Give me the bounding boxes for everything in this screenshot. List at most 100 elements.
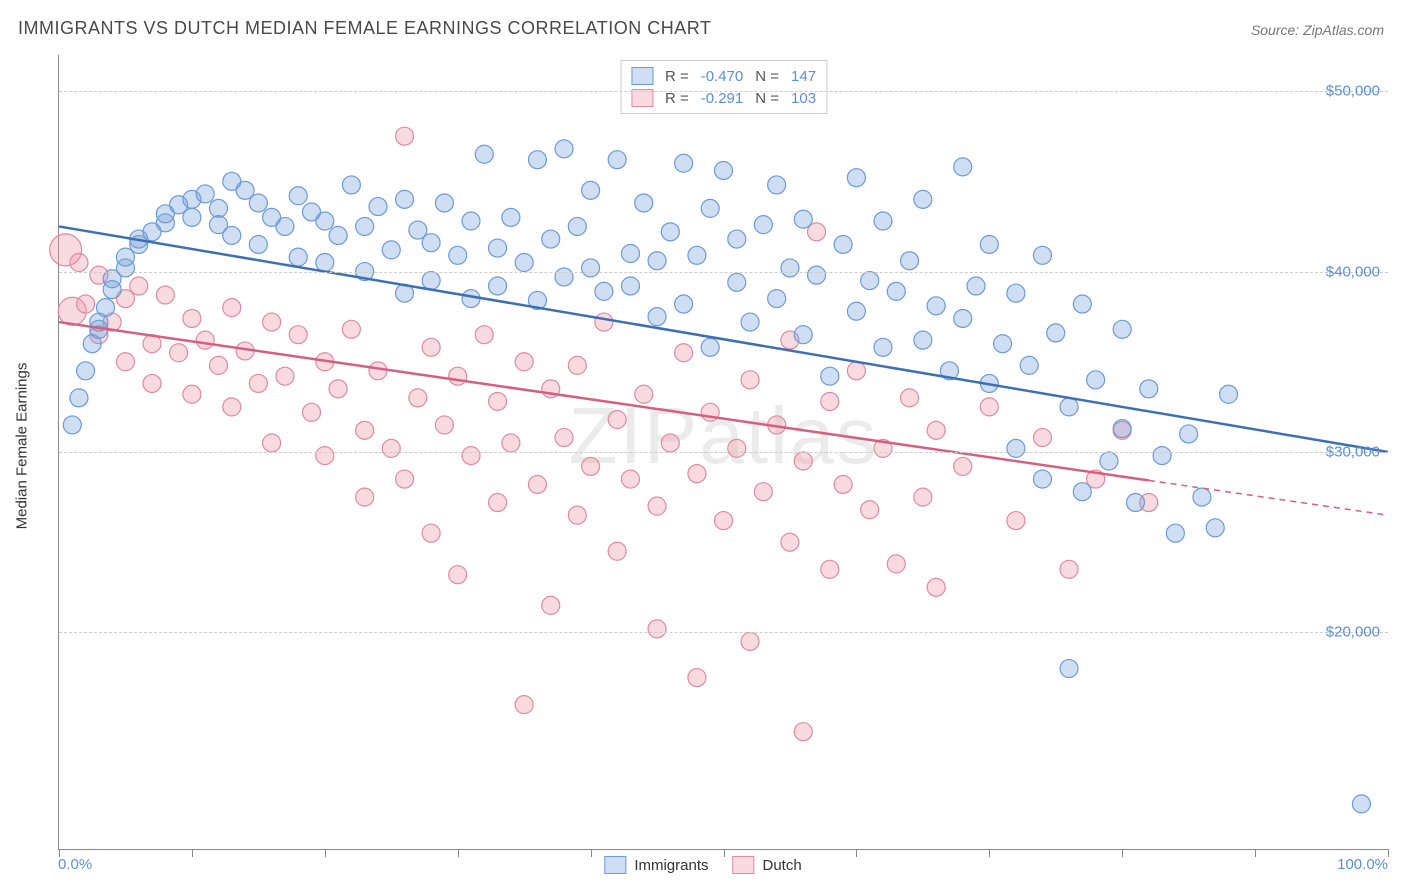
x-tick	[1255, 849, 1256, 857]
y-tick-label: $20,000	[1326, 624, 1380, 641]
point-immigrants	[914, 190, 932, 208]
point-immigrants	[847, 302, 865, 320]
point-dutch	[715, 512, 733, 530]
point-dutch	[794, 452, 812, 470]
legend-item-immigrants: Immigrants	[604, 856, 708, 874]
point-immigrants	[382, 241, 400, 259]
point-immigrants	[701, 338, 719, 356]
point-dutch	[422, 524, 440, 542]
point-immigrants	[475, 145, 493, 163]
legend-label: Dutch	[763, 857, 802, 874]
point-dutch	[396, 127, 414, 145]
swatch-immigrants	[631, 67, 653, 85]
point-immigrants	[728, 273, 746, 291]
point-immigrants	[821, 367, 839, 385]
point-dutch	[688, 465, 706, 483]
point-immigrants	[462, 212, 480, 230]
point-immigrants	[847, 169, 865, 187]
point-immigrants	[1073, 483, 1091, 501]
point-immigrants	[1153, 447, 1171, 465]
point-dutch	[688, 669, 706, 687]
point-immigrants	[608, 151, 626, 169]
point-dutch	[648, 497, 666, 515]
trendline-extrapolated	[1149, 480, 1388, 515]
point-dutch	[183, 385, 201, 403]
point-dutch	[449, 367, 467, 385]
point-dutch	[608, 411, 626, 429]
point-dutch	[741, 632, 759, 650]
point-dutch	[409, 389, 427, 407]
point-immigrants	[1007, 284, 1025, 302]
point-immigrants	[369, 198, 387, 216]
point-dutch	[608, 542, 626, 560]
point-immigrants	[994, 335, 1012, 353]
point-dutch	[834, 475, 852, 493]
point-immigrants	[342, 176, 360, 194]
point-dutch	[515, 696, 533, 714]
point-dutch	[489, 494, 507, 512]
point-dutch	[821, 392, 839, 410]
point-dutch	[741, 371, 759, 389]
point-immigrants	[515, 254, 533, 272]
gridline	[59, 91, 1388, 92]
point-dutch	[954, 457, 972, 475]
point-immigrants	[675, 295, 693, 313]
point-dutch	[621, 470, 639, 488]
point-immigrants	[97, 299, 115, 317]
point-dutch	[249, 374, 267, 392]
x-tick	[325, 849, 326, 857]
gridline	[59, 452, 1388, 453]
point-immigrants	[901, 252, 919, 270]
point-dutch	[342, 320, 360, 338]
point-immigrants	[1113, 420, 1131, 438]
point-dutch	[396, 470, 414, 488]
point-immigrants	[595, 282, 613, 300]
point-dutch	[781, 533, 799, 551]
point-immigrants	[196, 185, 214, 203]
point-dutch	[568, 506, 586, 524]
point-immigrants	[77, 362, 95, 380]
point-immigrants	[1060, 660, 1078, 678]
y-tick-label: $40,000	[1326, 263, 1380, 280]
point-immigrants	[183, 208, 201, 226]
x-axis-min-label: 0.0%	[58, 856, 92, 873]
point-immigrants	[754, 216, 772, 234]
point-dutch	[475, 326, 493, 344]
legend-item-dutch: Dutch	[733, 856, 802, 874]
point-immigrants	[1073, 295, 1091, 313]
x-axis-max-label: 100.0%	[1337, 856, 1388, 873]
chart-container: IMMIGRANTS VS DUTCH MEDIAN FEMALE EARNIN…	[0, 0, 1406, 892]
point-immigrants	[422, 272, 440, 290]
point-immigrants	[1140, 380, 1158, 398]
x-tick	[1122, 849, 1123, 857]
point-immigrants	[1352, 795, 1370, 813]
point-dutch	[449, 566, 467, 584]
point-dutch	[276, 367, 294, 385]
x-tick	[1388, 849, 1389, 857]
point-immigrants	[223, 226, 241, 244]
legend-label: Immigrants	[634, 857, 708, 874]
point-immigrants	[1166, 524, 1184, 542]
swatch-immigrants	[604, 856, 626, 874]
legend-stats-row-immigrants: R = -0.470 N = 147	[631, 65, 816, 87]
point-dutch	[1033, 429, 1051, 447]
point-immigrants	[874, 212, 892, 230]
point-dutch	[209, 356, 227, 374]
point-immigrants	[954, 309, 972, 327]
point-immigrants	[449, 246, 467, 264]
point-dutch	[648, 620, 666, 638]
point-immigrants	[63, 416, 81, 434]
point-dutch	[821, 560, 839, 578]
point-immigrants	[781, 259, 799, 277]
point-dutch	[116, 353, 134, 371]
point-immigrants	[70, 389, 88, 407]
gridline	[59, 632, 1388, 633]
point-dutch	[502, 434, 520, 452]
point-immigrants	[435, 194, 453, 212]
point-immigrants	[1206, 519, 1224, 537]
point-immigrants	[542, 230, 560, 248]
point-immigrants	[701, 199, 719, 217]
point-immigrants	[635, 194, 653, 212]
point-dutch	[130, 277, 148, 295]
point-dutch	[170, 344, 188, 362]
